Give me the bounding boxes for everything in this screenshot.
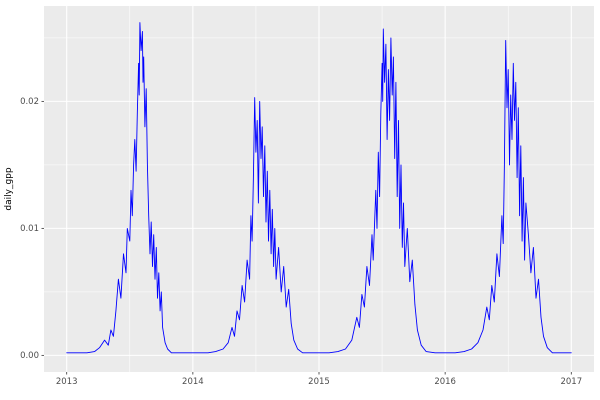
x-tick-label: 2016 [434,377,456,387]
y-tick-label: 0.01 [20,224,39,234]
y-tick-label: 0.02 [20,97,39,107]
x-tick-label: 2015 [308,377,330,387]
y-axis-title: daily_gpp [4,167,14,210]
x-tick-label: 2013 [56,377,78,387]
gpp-data-line [66,22,572,354]
x-tick-label: 2014 [182,377,204,387]
x-tick-label: 2017 [560,377,582,387]
y-tick-label: 0.00 [20,351,39,361]
